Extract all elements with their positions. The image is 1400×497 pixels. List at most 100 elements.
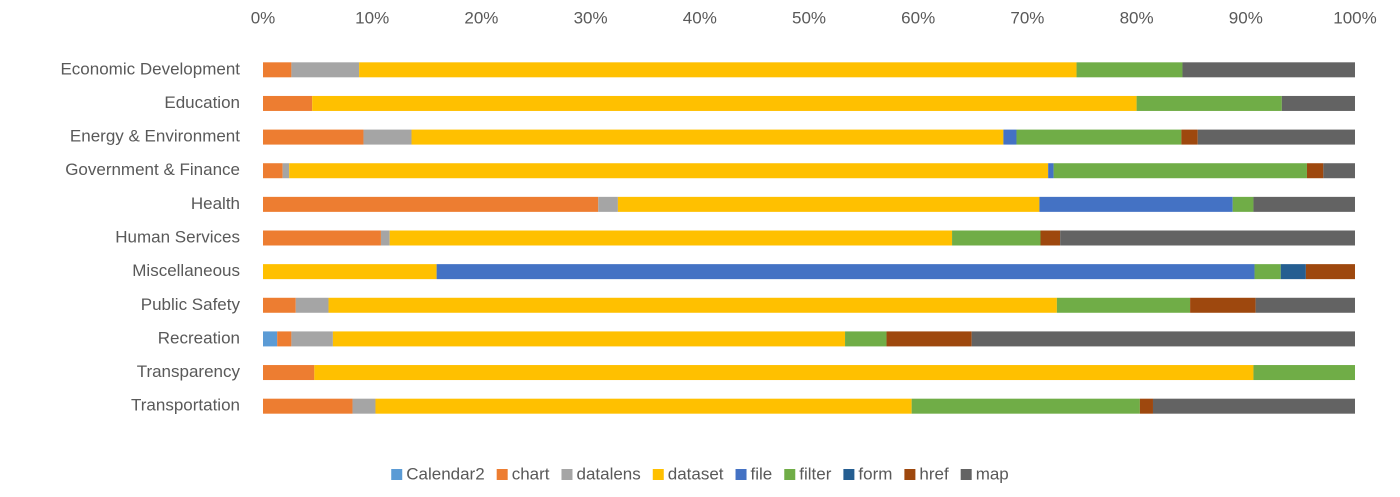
bar-segment [1003, 129, 1017, 145]
bar-segment [363, 129, 412, 145]
y-tick-label: Human Services [115, 227, 240, 246]
bar-segment [617, 196, 1040, 212]
bar-segment [375, 398, 912, 414]
bar-segment [263, 163, 283, 179]
bar-segment [1016, 129, 1182, 145]
y-tick-label: Education [164, 93, 240, 112]
bar-segment [263, 230, 381, 246]
bar-segment [1053, 163, 1307, 179]
bar-segment [312, 95, 1137, 111]
x-tick-label: 40% [683, 8, 717, 27]
legend-label: form [858, 464, 892, 483]
y-tick-label: Public Safety [141, 295, 241, 314]
bar-segment [952, 230, 1041, 246]
bar-segment [1040, 230, 1061, 246]
x-tick-label: 70% [1010, 8, 1044, 27]
bar-segment [291, 331, 333, 347]
x-tick-label: 90% [1229, 8, 1263, 27]
bar-segment [1306, 163, 1324, 179]
bar-segment [1152, 398, 1355, 414]
bar-segment [380, 230, 390, 246]
y-tick-label: Government & Finance [65, 160, 240, 179]
bar-segment [263, 365, 315, 381]
bar-segment [389, 230, 953, 246]
bar-segment [598, 196, 618, 212]
y-tick-label: Health [191, 194, 240, 213]
x-tick-label: 20% [464, 8, 498, 27]
bar-segment [911, 398, 1140, 414]
bar-segment [277, 331, 292, 347]
bar-segment [352, 398, 376, 414]
legend-label: dataset [668, 464, 724, 483]
bar-segment [886, 331, 972, 347]
bar-segment [1048, 163, 1054, 179]
legend-swatch [843, 469, 855, 480]
bar-segment [1253, 196, 1355, 212]
legend-label: file [751, 464, 773, 483]
legend-swatch [391, 469, 403, 480]
legend-swatch [904, 469, 916, 480]
bar-segment [291, 62, 360, 78]
bar-segment [1182, 62, 1355, 78]
bar-segment [1136, 95, 1282, 111]
bar-segment [1039, 196, 1233, 212]
bar-segment [436, 264, 1255, 280]
bar-segment [295, 297, 329, 313]
y-tick-label: Energy & Environment [70, 127, 240, 146]
bar-segment [1255, 297, 1355, 313]
bar-segment [359, 62, 1077, 78]
bar-segment [263, 264, 437, 280]
legend-label: chart [512, 464, 550, 483]
bar-segment [1139, 398, 1153, 414]
bar-segment [1253, 365, 1355, 381]
bar-segment [263, 196, 599, 212]
bar-segment [314, 365, 1254, 381]
legend-swatch [561, 469, 573, 480]
bar-segment [263, 331, 278, 347]
legend-label: filter [799, 464, 831, 483]
y-tick-label: Transparency [137, 362, 241, 381]
x-tick-label: 0% [251, 8, 276, 27]
y-tick-label: Miscellaneous [132, 261, 240, 280]
bar-segment [1181, 129, 1198, 145]
x-tick-label: 60% [901, 8, 935, 27]
legend-swatch [496, 469, 508, 480]
bar-segment [1076, 62, 1183, 78]
bar-segment [263, 297, 296, 313]
y-tick-label: Recreation [158, 328, 240, 347]
legend-label: href [919, 464, 949, 483]
bar-segment [1305, 264, 1355, 280]
y-tick-label: Economic Development [60, 59, 240, 78]
y-tick-label: Transportation [131, 396, 240, 415]
x-tick-label: 10% [355, 8, 389, 27]
bar-segment [1254, 264, 1281, 280]
legend-label: map [976, 464, 1009, 483]
bar-segment [1281, 95, 1355, 111]
legend-label: Calendar2 [406, 464, 484, 483]
legend-swatch [960, 469, 972, 480]
bar-segment [1323, 163, 1355, 179]
bar-segment [411, 129, 1004, 145]
bar-segment [263, 95, 313, 111]
bar-segment [263, 398, 353, 414]
x-tick-label: 30% [574, 8, 608, 27]
x-tick-label: 50% [792, 8, 826, 27]
bar-segment [971, 331, 1355, 347]
bar-segment [263, 62, 292, 78]
legend-label: datalens [576, 464, 640, 483]
legend-swatch [652, 469, 664, 480]
bar-segment [282, 163, 290, 179]
bar-segment [328, 297, 1057, 313]
bar-segment [1232, 196, 1254, 212]
bar-segment [1280, 264, 1306, 280]
bar-segment [263, 129, 364, 145]
bar-segment [845, 331, 887, 347]
bar-segment [1056, 297, 1191, 313]
legend-swatch [735, 469, 747, 480]
x-tick-label: 100% [1333, 8, 1376, 27]
bar-segment [1197, 129, 1355, 145]
bar-segment [332, 331, 846, 347]
bar-segment [1060, 230, 1355, 246]
bar-segment [1190, 297, 1256, 313]
